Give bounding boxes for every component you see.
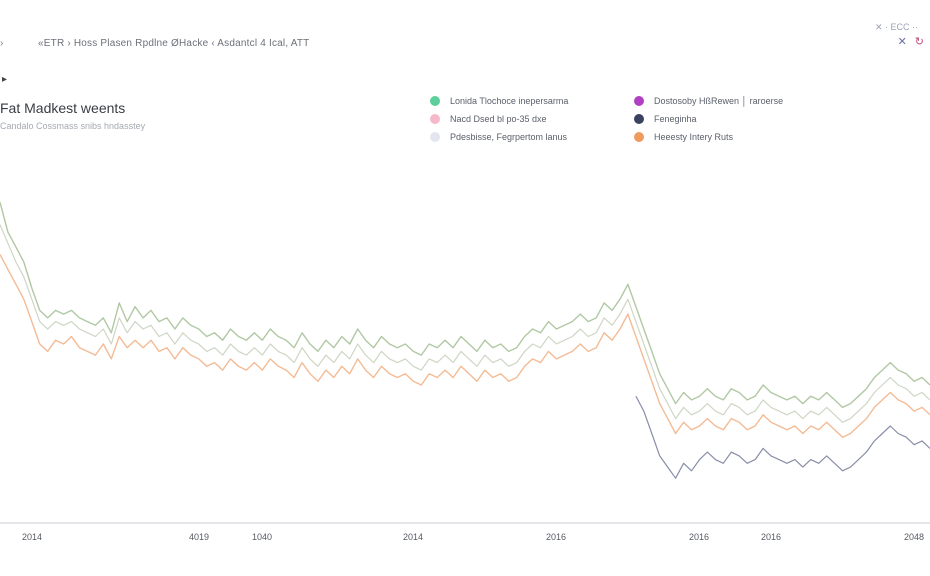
x-tick-label: 1040: [252, 532, 273, 542]
series-navy-line: [635, 395, 930, 479]
x-tick-label: 2016: [689, 532, 710, 542]
legend-swatch: [430, 132, 440, 142]
legend-swatch: [634, 96, 644, 106]
legend-label: Dostosoby HßRewen │ raroerse: [654, 96, 784, 106]
legend-item[interactable]: Feneginha: [634, 114, 697, 124]
legend-item[interactable]: Lonida Tlochoce inepersarma: [430, 96, 568, 106]
chart-subtitle: Candalo Cossmass snibs hndasstey: [0, 121, 146, 131]
toolbar-icons: ✕ ↻: [898, 36, 924, 48]
chevron-right-icon[interactable]: ▸: [2, 74, 8, 85]
series-layer: [0, 202, 930, 479]
legend-swatch: [430, 96, 440, 106]
legend-item[interactable]: Heeesty Intery Ruts: [634, 132, 733, 142]
legend-label: Pdesbisse, Fegrpertom lanus: [450, 132, 568, 142]
series-light-line: [0, 224, 930, 423]
top-bar: › «ETR › Hoss Plasen Rpdlne ØHacke ‹ Asd…: [0, 22, 930, 58]
legend-label: Feneginha: [654, 114, 697, 124]
legend-item[interactable]: Pdesbisse, Fegrpertom lanus: [430, 132, 567, 142]
top-right-label: ✕ · ECC ··: [874, 22, 918, 32]
legend-swatch: [430, 114, 440, 124]
chart-legend: Lonida Tlochoce inepersarma Dostosoby Hß…: [430, 96, 830, 156]
x-tick-label: 4019: [189, 532, 210, 542]
legend-label: Lonida Tlochoce inepersarma: [450, 96, 569, 106]
legend-label: Nacd Dsed bl po-35 dxe: [450, 114, 547, 124]
x-tick-label: 2048: [904, 532, 925, 542]
legend-item[interactable]: Dostosoby HßRewen │ raroerse: [634, 96, 783, 106]
refresh-icon[interactable]: ↻: [914, 36, 924, 48]
x-tick-label: 2016: [546, 532, 567, 542]
x-tick-label: 2014: [403, 532, 424, 542]
chart-title: Fat Madkest weents: [0, 100, 126, 116]
x-tick-label: 2016: [761, 532, 782, 542]
breadcrumb: «ETR › Hoss Plasen Rpdlne ØHacke ‹ Asdan…: [38, 38, 310, 49]
close-icon[interactable]: ✕: [897, 36, 907, 48]
legend-label: Heeesty Intery Ruts: [654, 132, 734, 142]
series-green-line: [0, 202, 930, 409]
legend-swatch: [634, 114, 644, 124]
legend-swatch: [634, 132, 644, 142]
series-orange-line: [0, 254, 930, 438]
x-tick-label: 2014: [22, 532, 43, 542]
legend-item[interactable]: Nacd Dsed bl po-35 dxe: [430, 114, 547, 124]
back-indicator[interactable]: ›: [0, 38, 4, 49]
